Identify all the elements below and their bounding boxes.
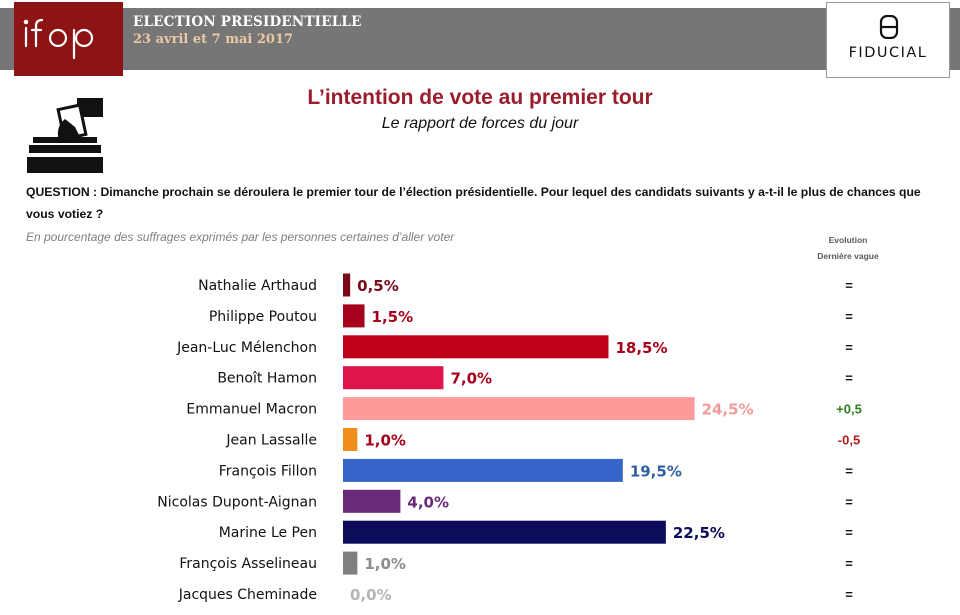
bar [343, 458, 623, 482]
evolution-header-line1: Evolution [828, 235, 868, 245]
survey-question: QUESTION : Dimanche prochain se dérouler… [26, 185, 921, 221]
ifop-logo [14, 2, 123, 76]
evolution-value: = [845, 556, 853, 571]
category-label: Nathalie Arthaud [198, 278, 317, 294]
evolution-header-line2: Dernière vague [817, 251, 879, 261]
evolution-value: -0,5 [838, 433, 860, 448]
category-label: Benoît Hamon [217, 371, 317, 387]
value-label: 24,5% [702, 401, 754, 419]
value-label: 7,0% [450, 370, 492, 388]
category-label: François Fillon [219, 463, 317, 479]
value-label: 0,0% [350, 586, 392, 604]
evolution-header: Evolution Dernière vague [806, 232, 890, 264]
evolution-value: = [845, 371, 853, 386]
evolution-value: +0,5 [836, 402, 862, 417]
bar [343, 335, 609, 359]
category-label: François Asselineau [179, 556, 317, 572]
value-label: 4,0% [407, 493, 449, 511]
value-label: 0,5% [357, 277, 399, 295]
category-label: Jean-Luc Mélenchon [176, 340, 317, 356]
header-dates: 23 avril et 7 mai 2017 [133, 32, 294, 47]
value-label: 1,0% [364, 555, 406, 573]
category-label: Jean Lassalle [225, 433, 317, 449]
header-band [0, 8, 960, 70]
bar [343, 428, 358, 451]
category-label: Jacques Cheminade [178, 587, 317, 603]
evolution-value: = [845, 340, 853, 355]
evolution-value: = [845, 525, 853, 540]
evolution-value: = [845, 494, 853, 509]
evolution-value: = [845, 587, 853, 602]
fiducial-text: FIDUCIAL [848, 45, 928, 61]
bar [343, 304, 365, 328]
chart-title: L’intention de vote au premier tour [307, 86, 653, 109]
value-label: 1,0% [364, 432, 406, 450]
fiducial-emblem-icon [879, 15, 899, 39]
bar [343, 551, 358, 575]
fiducial-logo: FIDUCIAL [826, 2, 950, 78]
header-title: ELECTION PRESIDENTIELLE [133, 14, 362, 30]
category-label: Marine Le Pen [219, 525, 317, 541]
category-label: Nicolas Dupont-Aignan [157, 494, 317, 510]
ballot-box-icon [25, 97, 105, 179]
bar [343, 397, 695, 421]
bar [343, 273, 351, 297]
value-label: 22,5% [673, 524, 725, 542]
category-label: Emmanuel Macron [186, 402, 317, 418]
header-text: ELECTION PRESIDENTIELLE 23 avril et 7 ma… [133, 14, 362, 47]
value-label: 19,5% [630, 462, 682, 480]
evolution-value: = [845, 278, 853, 293]
bar [343, 520, 666, 544]
bar [343, 489, 401, 513]
bar-chart: Nathalie Arthaud 0,5% = Philippe Poutou 1,5%… [157, 273, 862, 604]
category-label: Philippe Poutou [209, 309, 317, 325]
evolution-value: = [845, 463, 853, 478]
survey-note: En pourcentage des suffrages exprimés pa… [26, 230, 455, 244]
bar [343, 366, 444, 390]
chart-subtitle: Le rapport de forces du jour [381, 115, 579, 132]
value-label: 1,5% [372, 308, 414, 326]
value-label: 18,5% [615, 339, 667, 357]
evolution-value: = [845, 309, 853, 324]
